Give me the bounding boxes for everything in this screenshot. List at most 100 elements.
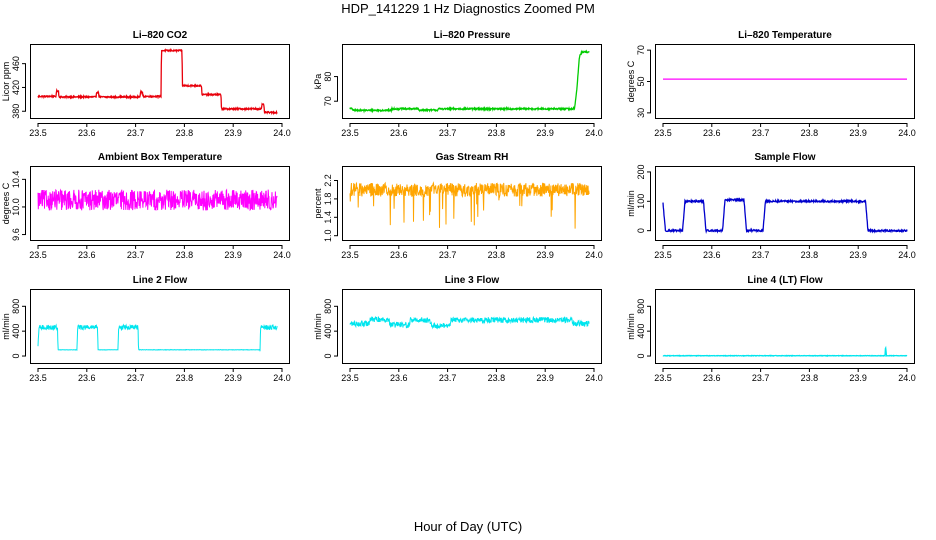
x-tick-label: 23.7: [127, 250, 145, 260]
x-tick-label: 23.6: [703, 373, 721, 383]
x-tick-label: 23.5: [654, 250, 672, 260]
y-tick-label: 400: [323, 324, 333, 339]
y-axis-label: ml/min: [313, 313, 323, 340]
x-tick-label: 23.6: [703, 250, 721, 260]
figure-title: HDP_141229 1 Hz Diagnostics Zoomed PM: [341, 1, 595, 16]
x-tick-label: 23.7: [752, 128, 770, 138]
series-line: [37, 188, 278, 212]
x-tick-label: 24.0: [898, 250, 916, 260]
x-tick-label: 24.0: [898, 373, 916, 383]
y-tick-label: 800: [323, 299, 333, 314]
y-tick-label: 0: [636, 354, 646, 359]
plot-frame: [30, 166, 290, 241]
x-tick-label: 23.5: [341, 250, 359, 260]
series-line: [662, 345, 908, 358]
x-tick-label: 23.5: [29, 373, 47, 383]
x-tick-label: 23.7: [127, 373, 145, 383]
y-tick-label: 380: [11, 104, 21, 119]
x-tick-label: 23.6: [78, 128, 96, 138]
panel-6: Sample Flow 23.5 23.6 23.7 23.8 23.9 24.0 0 100 2…: [626, 152, 916, 260]
panel-title: Li–820 Pressure: [434, 30, 511, 41]
x-tick-label: 23.8: [488, 250, 506, 260]
y-tick-label: 9.6: [11, 228, 21, 241]
x-tick-label: 23.9: [536, 250, 554, 260]
panel-title: Li–820 Temperature: [738, 30, 832, 41]
y-tick-label: 0: [636, 228, 646, 233]
series-line: [349, 49, 590, 114]
x-tick-label: 23.8: [801, 128, 819, 138]
x-tick-label: 23.5: [654, 128, 672, 138]
figure-x-axis-label: Hour of Day (UTC): [414, 519, 522, 534]
y-tick-label: 200: [636, 164, 646, 179]
x-tick-label: 23.7: [439, 250, 457, 260]
panel-5: Gas Stream RH 23.5 23.6 23.7 23.8 23.9 24.0 1.0…: [313, 152, 603, 260]
x-tick-label: 23.9: [536, 128, 554, 138]
panel-title: Li–820 CO2: [133, 30, 188, 41]
x-tick-label: 23.5: [341, 128, 359, 138]
y-tick-label: 10.0: [11, 198, 21, 216]
y-tick-label: 30: [636, 108, 646, 118]
x-tick-label: 23.6: [390, 250, 408, 260]
x-tick-label: 23.8: [801, 250, 819, 260]
x-tick-label: 23.8: [176, 250, 194, 260]
series-line: [662, 196, 908, 235]
panel-7: Line 2 Flow 23.5 23.6 23.7 23.8 23.9 24.0 0 400 8…: [1, 275, 291, 383]
series-line: [37, 47, 278, 116]
panel-title: Line 4 (LT) Flow: [747, 275, 823, 286]
panel-3: Li–820 Temperature 23.5 23.6 23.7 23.8 23.9 24…: [626, 30, 916, 138]
x-tick-label: 23.7: [439, 128, 457, 138]
y-tick-label: 50: [636, 76, 646, 86]
y-tick-label: 460: [11, 56, 21, 71]
y-axis-label: degrees C: [1, 182, 11, 224]
x-tick-label: 23.7: [127, 128, 145, 138]
y-tick-label: 800: [636, 299, 646, 314]
x-tick-label: 23.8: [801, 373, 819, 383]
x-tick-label: 23.9: [224, 250, 242, 260]
plot-frame: [655, 166, 915, 241]
plot-frame: [30, 289, 290, 364]
panel-4: Ambient Box Temperature 23.5 23.6 23.7 23.8 2…: [1, 152, 291, 260]
x-tick-label: 23.9: [849, 250, 867, 260]
y-tick-label: 70: [323, 96, 333, 106]
plot-frame: [655, 44, 915, 119]
plot-frame: [342, 44, 602, 119]
y-tick-label: 1.4: [323, 211, 333, 224]
x-tick-label: 23.6: [390, 373, 408, 383]
y-axis-label: degrees C: [626, 60, 636, 102]
x-tick-label: 23.8: [176, 128, 194, 138]
panel-grid: Li–820 CO2 23.5 23.6 23.7 23.8 23.9 24.0 380 420…: [1, 30, 916, 383]
panel-title: Line 2 Flow: [133, 275, 188, 286]
x-tick-label: 23.9: [224, 128, 242, 138]
y-tick-label: 1.0: [323, 229, 333, 242]
y-tick-label: 400: [636, 324, 646, 339]
y-tick-label: 1.8: [323, 193, 333, 206]
y-axis-label: Licor ppm: [1, 62, 11, 102]
panel-title: Line 3 Flow: [445, 275, 500, 286]
panel-2: Li–820 Pressure 23.5 23.6 23.7 23.8 23.9 24.0 7…: [313, 30, 603, 138]
panel-title: Ambient Box Temperature: [98, 152, 223, 163]
x-tick-label: 24.0: [585, 128, 603, 138]
plot-frame: [30, 44, 290, 119]
x-tick-label: 24.0: [273, 250, 291, 260]
x-tick-label: 23.6: [78, 250, 96, 260]
plot-frame: [655, 289, 915, 364]
x-tick-label: 23.8: [488, 373, 506, 383]
y-axis-label: percent: [313, 188, 323, 219]
x-tick-label: 23.5: [341, 373, 359, 383]
x-tick-label: 23.5: [654, 373, 672, 383]
y-tick-label: 10.4: [11, 171, 21, 189]
y-axis-label: ml/min: [1, 313, 11, 340]
panel-8: Line 3 Flow 23.5 23.6 23.7 23.8 23.9 24.0 0 400 8…: [313, 275, 603, 383]
plot-frame: [342, 166, 602, 241]
y-tick-label: 800: [11, 299, 21, 314]
x-tick-label: 23.9: [224, 373, 242, 383]
x-tick-label: 23.6: [78, 373, 96, 383]
x-tick-label: 23.8: [488, 128, 506, 138]
x-tick-label: 23.9: [536, 373, 554, 383]
panel-9: Line 4 (LT) Flow 23.5 23.6 23.7 23.8 23.9 24.0…: [626, 275, 916, 383]
series-line: [349, 315, 590, 330]
x-tick-label: 24.0: [898, 128, 916, 138]
x-tick-label: 23.8: [176, 373, 194, 383]
y-tick-label: 2.2: [323, 174, 333, 187]
